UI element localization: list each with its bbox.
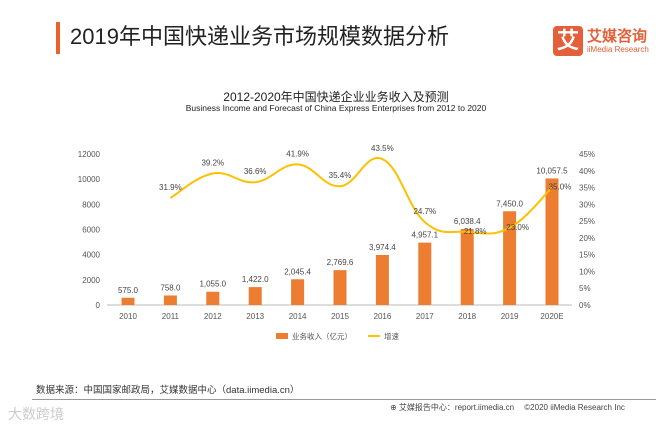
y-right-tick-label: 10% <box>579 267 595 276</box>
bar <box>418 242 432 305</box>
line-value-label: 35.0% <box>549 183 572 192</box>
legend-line-label: 增速 <box>384 331 399 341</box>
page-title: 2019年中国快递业务市场规模数据分析 <box>70 24 449 49</box>
chart-title: 2012-2020年中国快递企业业务收入及预测 <box>223 90 449 104</box>
x-tick-label: 2019 <box>501 312 519 321</box>
y-left-tick-label: 10000 <box>78 175 101 184</box>
y-right-tick-label: 40% <box>579 167 595 176</box>
y-right-tick-label: 45% <box>579 150 595 159</box>
x-tick-label: 2018 <box>458 312 476 321</box>
bar <box>206 291 220 305</box>
line-value-label: 21.8% <box>464 227 487 236</box>
y-left-tick-label: 8000 <box>82 200 100 209</box>
x-tick-label: 2010 <box>119 312 137 321</box>
line-value-label: 24.7% <box>413 207 436 216</box>
x-tick-label: 2013 <box>246 312 264 321</box>
x-tick-label: 2011 <box>162 312 180 321</box>
line-value-label: 23.0% <box>506 223 529 232</box>
legend-bar-swatch <box>276 333 288 339</box>
y-right-tick-label: 30% <box>579 200 595 209</box>
y-right-tick-label: 20% <box>579 234 595 243</box>
y-left-tick-label: 6000 <box>82 226 100 235</box>
y-left-tick-label: 12000 <box>78 150 101 159</box>
iimedia-logo: 艾 艾媒咨询 iiMedia Research <box>553 26 649 56</box>
logo-mark: 艾 <box>553 26 583 56</box>
y-left-tick-label: 4000 <box>82 251 100 260</box>
bar-value-label: 2,769.6 <box>327 258 354 267</box>
chart-subtitle: Business Income and Forecast of China Ex… <box>185 103 487 113</box>
legend-bar-label: 业务收入（亿元） <box>292 331 352 341</box>
y-right-tick-label: 15% <box>579 251 595 260</box>
line-value-label: 43.5% <box>371 144 394 153</box>
bar-value-label: 7,450.0 <box>496 199 523 208</box>
bar <box>121 297 135 305</box>
bar <box>460 229 474 305</box>
bar <box>375 254 389 305</box>
line-value-label: 39.2% <box>201 158 224 167</box>
line-value-label: 35.4% <box>329 171 352 180</box>
x-tick-label: 2015 <box>331 312 349 321</box>
bar-value-label: 2,045.4 <box>284 267 311 276</box>
x-tick-label: 2020E <box>540 312 563 321</box>
y-right-tick-label: 25% <box>579 217 595 226</box>
footer-divider <box>32 399 656 400</box>
bar <box>333 270 347 305</box>
bar-value-label: 4,957.1 <box>411 231 438 240</box>
line-value-label: 31.9% <box>159 183 182 192</box>
line-value-label: 41.9% <box>286 149 309 158</box>
bar-value-label: 1,055.0 <box>199 280 226 289</box>
y-right-tick-label: 5% <box>579 284 591 293</box>
bar <box>545 178 559 305</box>
footer-credit: ⊕ 艾媒报告中心：report.iimedia.cn ©2020 iiMedia… <box>390 403 625 412</box>
logo-en: iiMedia Research <box>587 44 649 54</box>
x-tick-label: 2017 <box>416 312 434 321</box>
x-tick-label: 2014 <box>289 312 307 321</box>
y-left-tick-label: 0 <box>96 301 101 310</box>
bar-value-label: 6,038.4 <box>454 217 481 226</box>
bar <box>291 279 305 305</box>
y-left-tick-label: 2000 <box>82 276 100 285</box>
bar-value-label: 575.0 <box>118 286 139 295</box>
bar <box>163 295 177 305</box>
bar <box>248 287 262 305</box>
x-tick-label: 2012 <box>204 312 222 321</box>
y-right-tick-label: 35% <box>579 184 595 193</box>
bar-value-label: 1,422.0 <box>242 275 269 284</box>
bar-value-label: 10,057.5 <box>536 166 568 175</box>
y-right-tick-label: 0% <box>579 301 591 310</box>
data-source: 数据来源：中国国家邮政局，艾媒数据中心（data.iimedia.cn） <box>36 385 300 396</box>
logo-cn: 艾媒咨询 <box>587 27 648 45</box>
bar <box>503 211 517 305</box>
title-accent-bar <box>56 22 60 54</box>
bar-value-label: 758.0 <box>160 283 181 292</box>
growth-line <box>169 157 553 235</box>
x-tick-label: 2016 <box>374 312 392 321</box>
watermark: 大数跨境 <box>8 406 64 422</box>
bar-value-label: 3,974.4 <box>369 243 396 252</box>
line-value-label: 36.6% <box>244 167 267 176</box>
